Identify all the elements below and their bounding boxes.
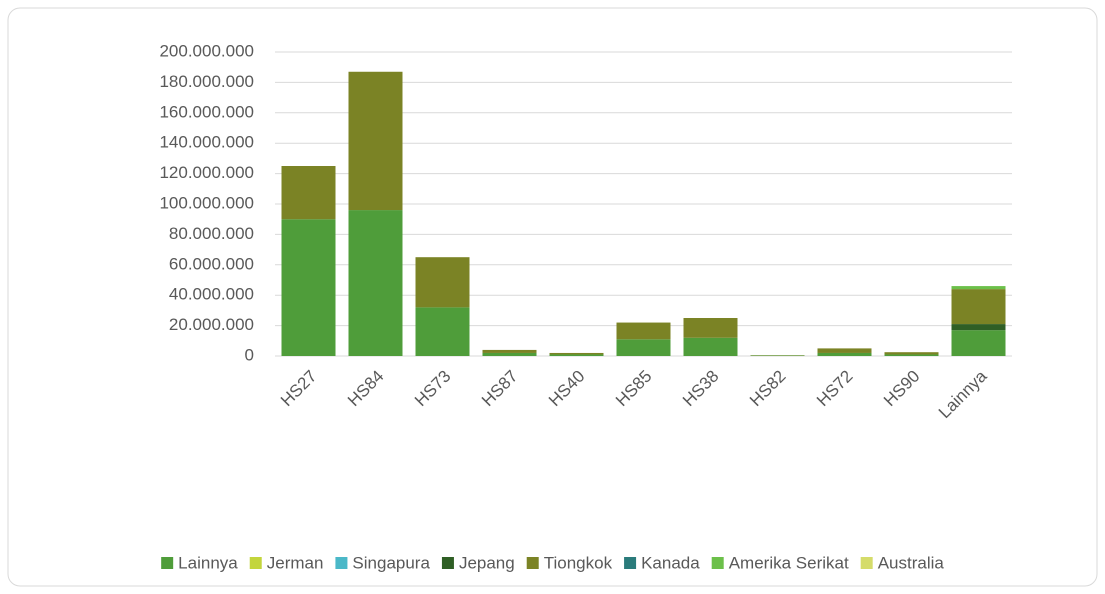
y-tick-label: 120.000.000 bbox=[159, 163, 254, 182]
y-tick-label: 180.000.000 bbox=[159, 72, 254, 91]
legend-swatch bbox=[526, 557, 539, 569]
bar-segment bbox=[683, 318, 738, 338]
legend-swatch bbox=[249, 557, 262, 569]
y-tick-label: 160.000.000 bbox=[159, 102, 254, 121]
bar-segment bbox=[884, 354, 939, 356]
bar-segment bbox=[281, 166, 336, 220]
legend-swatch bbox=[161, 557, 174, 569]
bar-segment bbox=[951, 289, 1006, 325]
y-tick-label: 0 bbox=[245, 345, 254, 364]
legend-swatch bbox=[335, 557, 348, 569]
chart-border bbox=[7, 7, 1098, 587]
legend-label: Kanada bbox=[641, 553, 700, 572]
bar-segment bbox=[951, 286, 1006, 290]
bar-segment bbox=[683, 337, 738, 356]
legend-label: Lainnya bbox=[178, 553, 238, 572]
y-tick-label: 200.000.000 bbox=[159, 41, 254, 60]
legend-label: Jerman bbox=[267, 553, 324, 572]
bar-segment bbox=[482, 352, 537, 356]
y-tick-label: 20.000.000 bbox=[169, 315, 254, 334]
legend-label: Tiongkok bbox=[544, 553, 613, 572]
legend-swatch bbox=[860, 557, 873, 569]
bar-segment bbox=[348, 210, 403, 356]
bar-segment bbox=[817, 348, 872, 353]
y-tick-label: 80.000.000 bbox=[169, 224, 254, 243]
legend-label: Singapura bbox=[352, 553, 430, 572]
legend-label: Australia bbox=[878, 553, 945, 572]
bar-segment bbox=[281, 219, 336, 356]
bar-segment bbox=[415, 307, 470, 356]
legend-swatch bbox=[441, 557, 454, 569]
legend-swatch bbox=[711, 557, 724, 569]
legend-label: Amerika Serikat bbox=[729, 553, 849, 572]
y-tick-label: 60.000.000 bbox=[169, 254, 254, 273]
legend-swatch bbox=[624, 557, 637, 569]
bar-segment bbox=[415, 257, 470, 308]
bar-segment bbox=[616, 339, 671, 356]
bar-segment bbox=[616, 322, 671, 340]
bar-segment bbox=[549, 352, 604, 355]
bar-segment bbox=[549, 354, 604, 356]
y-tick-label: 140.000.000 bbox=[159, 133, 254, 152]
bar-segment bbox=[482, 349, 537, 353]
bar-segment bbox=[951, 330, 1006, 356]
bar-segment bbox=[884, 352, 939, 355]
y-tick-label: 40.000.000 bbox=[169, 285, 254, 304]
bar-segment bbox=[951, 324, 1006, 331]
y-tick-label: 100.000.000 bbox=[159, 193, 254, 212]
bar-segment bbox=[348, 71, 403, 211]
legend-label: Jepang bbox=[459, 553, 515, 572]
bar-segment bbox=[817, 352, 872, 356]
